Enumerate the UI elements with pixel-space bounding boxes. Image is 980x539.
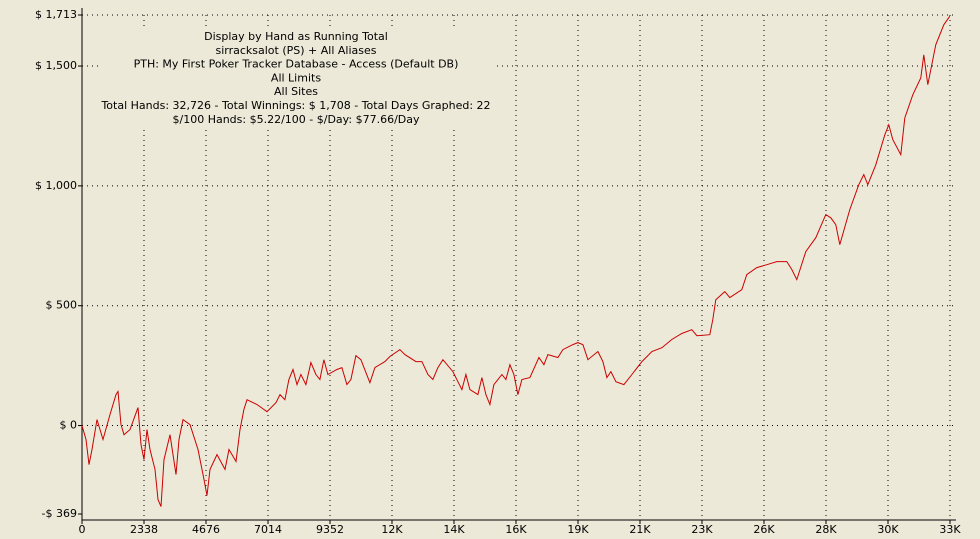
x-tick-label: 28K	[815, 523, 837, 536]
y-tick-label: $ 1,000	[35, 179, 77, 192]
title-line: $/100 Hands: $5.22/100 - $/Day: $77.66/D…	[173, 113, 420, 126]
x-tick-label: 33K	[939, 523, 961, 536]
y-tick-label: $ 0	[60, 419, 78, 432]
x-tick-label: 14K	[443, 523, 465, 536]
x-tick-label: 16K	[505, 523, 527, 536]
x-tick-label: 30K	[877, 523, 899, 536]
title-line: sirracksalot (PS) + All Aliases	[215, 44, 376, 57]
y-tick-label: $ 500	[46, 299, 78, 312]
title-line: PTH: My First Poker Tracker Database - A…	[134, 58, 459, 71]
x-tick-label: 26K	[753, 523, 775, 536]
x-tick-label: 4676	[192, 523, 220, 536]
x-tick-label: 21K	[629, 523, 651, 536]
title-line: Display by Hand as Running Total	[204, 30, 388, 43]
x-tick-label: 19K	[567, 523, 589, 536]
x-tick-label: 2338	[130, 523, 158, 536]
x-tick-label: 0	[79, 523, 86, 536]
y-tick-label: -$ 369	[42, 507, 77, 520]
y-tick-label: $ 1,713	[35, 8, 77, 21]
x-tick-label: 12K	[381, 523, 403, 536]
title-line: Total Hands: 32,726 - Total Winnings: $ …	[100, 99, 490, 112]
running-total-line	[81, 15, 951, 507]
x-tick-label: 7014	[254, 523, 282, 536]
title-box	[100, 28, 495, 128]
y-tick-label: $ 1,500	[35, 59, 77, 72]
x-tick-label: 23K	[691, 523, 713, 536]
title-line: All Sites	[274, 85, 318, 98]
x-tick-label: 9352	[316, 523, 344, 536]
title-line: All Limits	[271, 71, 321, 84]
